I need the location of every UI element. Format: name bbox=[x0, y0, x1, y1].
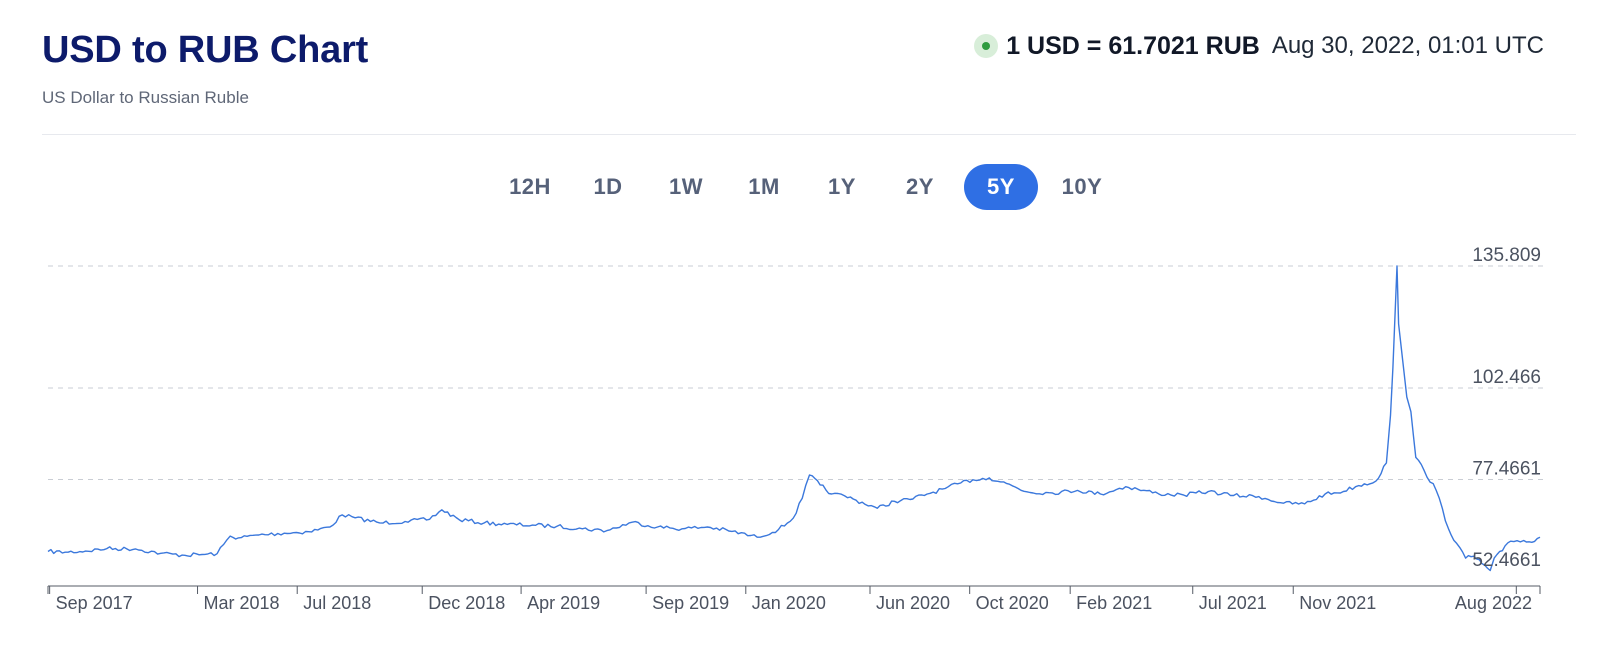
x-tick-label: Jun 2020 bbox=[876, 593, 950, 613]
range-tab-2y[interactable]: 2Y bbox=[906, 174, 934, 199]
live-indicator-icon bbox=[974, 34, 999, 58]
page-title: USD to RUB Chart bbox=[42, 29, 369, 71]
range-tab-1w[interactable]: 1W bbox=[669, 174, 703, 199]
x-tick-label: Nov 2021 bbox=[1299, 593, 1376, 613]
range-tab-12h[interactable]: 12H bbox=[509, 174, 551, 199]
x-tick-label: Jul 2018 bbox=[303, 593, 371, 613]
x-tick-label: Jul 2021 bbox=[1199, 593, 1267, 613]
x-tick-label: Sep 2017 bbox=[56, 593, 133, 613]
range-tab-1d[interactable]: 1D bbox=[593, 174, 623, 199]
rate-value: 1 USD = 61.7021 RUB bbox=[1006, 32, 1260, 60]
y-axis-labels: 135.809 102.466 77.4661 52.4661 bbox=[1472, 245, 1541, 571]
range-tab-1y[interactable]: 1Y bbox=[828, 174, 856, 199]
x-axis: Sep 2017 Mar 2018 Jul 2018 Dec 2018 Apr 2019… bbox=[47, 585, 1541, 613]
y-tick-label: 52.4661 bbox=[1472, 550, 1541, 571]
x-tick-label: Sep 2019 bbox=[652, 593, 729, 613]
y-tick-label: 77.4661 bbox=[1472, 459, 1541, 480]
current-rate: 1 USD = 61.7021 RUB Aug 30, 2022, 01:01 … bbox=[974, 32, 1544, 60]
x-tick-label: Jan 2020 bbox=[752, 593, 826, 613]
header-divider bbox=[42, 134, 1576, 135]
range-tab-10y[interactable]: 10Y bbox=[1061, 174, 1103, 199]
series-layer bbox=[47, 265, 1541, 572]
range-tab-1m[interactable]: 1M bbox=[748, 174, 780, 199]
y-tick-label: 135.809 bbox=[1472, 245, 1541, 266]
time-range-tabs: 12H 1D 1W 1M 1Y 2Y 5Y 10Y bbox=[0, 164, 1600, 210]
series-line-0 bbox=[47, 265, 1541, 572]
x-tick-label: Oct 2020 bbox=[976, 593, 1049, 613]
page-header: USD to RUB Chart US Dollar to Russian Ru… bbox=[42, 24, 1544, 134]
grid-layer bbox=[48, 265, 1545, 481]
x-tick-label: Aug 2022 bbox=[1455, 593, 1532, 613]
rate-chart[interactable]: Sep 2017 Mar 2018 Jul 2018 Dec 2018 Apr 2019… bbox=[0, 236, 1600, 636]
range-tab-5y[interactable]: 5Y bbox=[964, 164, 1038, 210]
page-subtitle: US Dollar to Russian Ruble bbox=[42, 88, 249, 107]
x-tick-label: Dec 2018 bbox=[428, 593, 505, 613]
rate-timestamp: Aug 30, 2022, 01:01 UTC bbox=[1271, 32, 1544, 59]
x-tick-label: Mar 2018 bbox=[204, 593, 280, 613]
y-tick-label: 102.466 bbox=[1472, 367, 1541, 388]
rate-chart-svg[interactable]: Sep 2017 Mar 2018 Jul 2018 Dec 2018 Apr 2019… bbox=[0, 236, 1600, 636]
x-tick-label: Apr 2019 bbox=[527, 593, 600, 613]
x-tick-label: Feb 2021 bbox=[1076, 593, 1152, 613]
